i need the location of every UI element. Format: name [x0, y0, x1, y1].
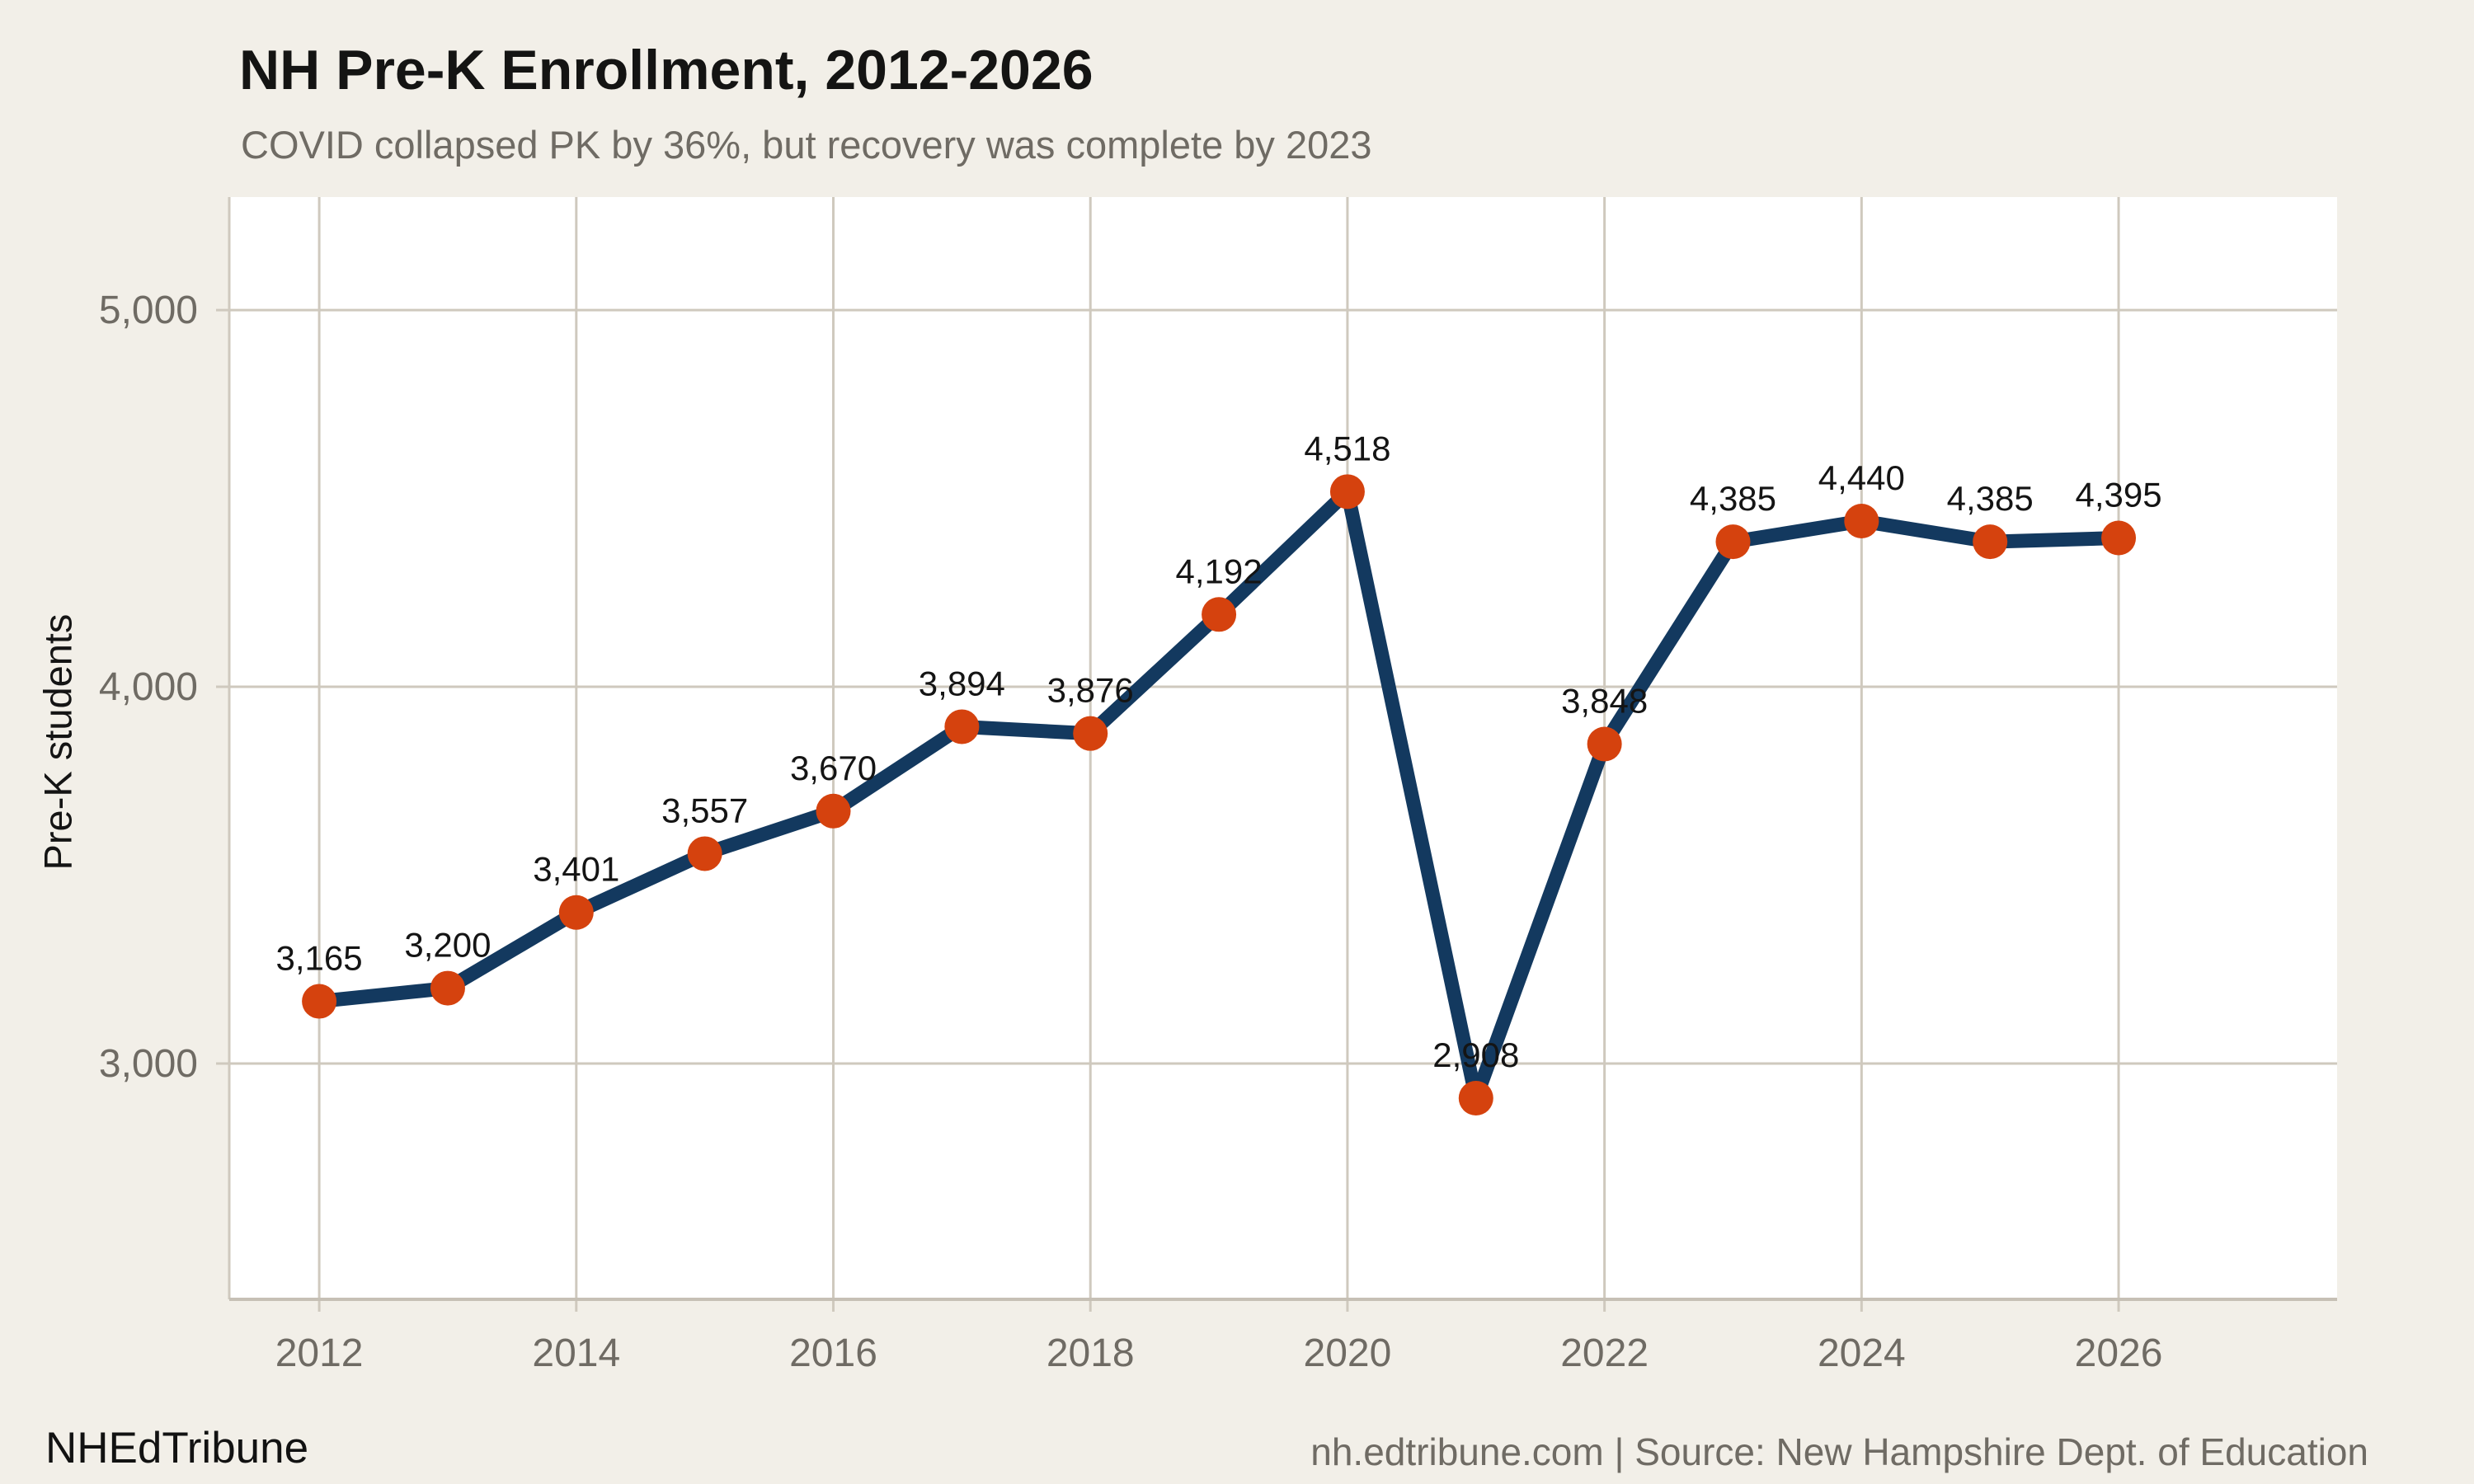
- x-tick-label: 2016: [789, 1331, 877, 1375]
- data-point-label-2020: 4,518: [1304, 429, 1390, 467]
- data-point-label-2017: 3,894: [919, 664, 1005, 702]
- data-point-label-2016: 3,670: [790, 749, 877, 787]
- x-tick-label: 2022: [1560, 1331, 1649, 1375]
- data-point-2019: [1202, 597, 1237, 632]
- data-point-label-2015: 3,557: [661, 791, 748, 829]
- data-point-2018: [1073, 716, 1108, 751]
- data-point-label-2019: 4,192: [1176, 552, 1263, 590]
- publisher-brand: NHEdTribune: [45, 1424, 309, 1472]
- chart-subtitle: COVID collapsed PK by 36%, but recovery …: [241, 123, 1372, 167]
- data-point-label-2021: 2,908: [1432, 1036, 1519, 1074]
- data-point-2024: [1844, 503, 1879, 538]
- data-point-2016: [816, 793, 851, 829]
- chart-title: NH Pre-K Enrollment, 2012-2026: [239, 39, 1094, 101]
- data-point-2014: [558, 895, 594, 930]
- data-point-2017: [944, 709, 980, 744]
- plot-area: [229, 197, 2337, 1299]
- data-point-2013: [430, 970, 465, 1006]
- data-point-label-2025: 4,385: [1947, 479, 2034, 518]
- data-point-label-2024: 4,440: [1818, 458, 1905, 497]
- data-point-label-2022: 3,848: [1561, 681, 1648, 720]
- data-point-label-2018: 3,876: [1047, 671, 1134, 710]
- source-attribution: nh.edtribune.com | Source: New Hampshire…: [1310, 1430, 2368, 1473]
- x-tick-label: 2018: [1047, 1331, 1135, 1375]
- data-point-label-2013: 3,200: [404, 926, 491, 965]
- data-point-2021: [1458, 1080, 1493, 1115]
- x-tick-label: 2024: [1818, 1331, 1906, 1375]
- data-point-2023: [1715, 524, 1751, 560]
- x-tick-label: 2026: [2075, 1331, 2163, 1375]
- data-point-label-2023: 4,385: [1690, 479, 1776, 518]
- data-point-label-2026: 4,395: [2075, 476, 2161, 514]
- data-point-2025: [1973, 524, 2008, 560]
- data-point-2026: [2101, 520, 2137, 556]
- data-point-2015: [687, 836, 722, 871]
- x-tick-label: 2012: [275, 1331, 364, 1375]
- data-point-2012: [302, 984, 337, 1019]
- data-point-label-2014: 3,401: [533, 850, 619, 889]
- y-tick-label: 4,000: [99, 665, 198, 709]
- data-point-2022: [1587, 726, 1622, 762]
- data-point-2020: [1329, 474, 1365, 510]
- y-tick-label: 3,000: [99, 1042, 198, 1086]
- x-tick-label: 2020: [1304, 1331, 1392, 1375]
- data-point-label-2012: 3,165: [276, 939, 363, 978]
- x-tick-label: 2014: [532, 1331, 620, 1375]
- y-tick-label: 5,000: [99, 289, 198, 332]
